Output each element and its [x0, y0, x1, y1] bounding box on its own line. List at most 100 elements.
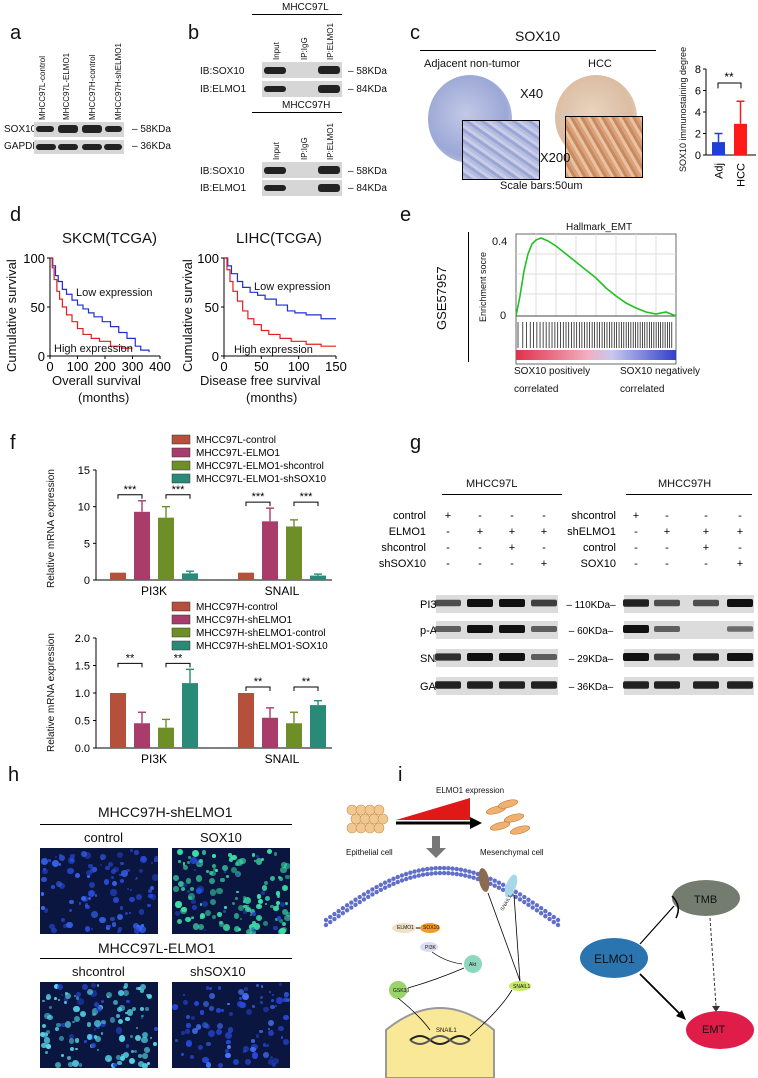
- cell-dot: [47, 996, 50, 999]
- g-band: [467, 653, 493, 661]
- cell-dot: [88, 890, 96, 898]
- cell-dot: [196, 1024, 202, 1030]
- cell-dot: [279, 877, 283, 881]
- cell-dot: [43, 1037, 51, 1044]
- g-left-cell: MHCC97L: [466, 478, 518, 490]
- panel-c-title: SOX10: [515, 28, 561, 44]
- g-band: [693, 681, 719, 689]
- cell-dot: [138, 987, 141, 991]
- cell-dot: [222, 865, 229, 872]
- cell-dot: [285, 874, 290, 879]
- membrane-dot: [349, 905, 354, 910]
- cell-dot: [257, 901, 261, 904]
- cell-dot: [53, 983, 60, 990]
- cell-dot: [266, 849, 272, 854]
- km-high-curve: [224, 257, 336, 347]
- cell-dot: [126, 887, 130, 891]
- cell-dot: [217, 1063, 223, 1068]
- cell-dot: [141, 924, 144, 928]
- cell-dot: [244, 897, 252, 905]
- cell-dot: [119, 906, 124, 910]
- cell-dot: [134, 927, 141, 934]
- cell-dot: [90, 867, 97, 874]
- f-legend-label: MHCC97H-control: [196, 602, 278, 613]
- cell-dot: [245, 1059, 251, 1066]
- cell-dot: [192, 849, 200, 857]
- cell-dot: [237, 988, 244, 995]
- cell-dot: [91, 928, 94, 931]
- cell-dot: [239, 918, 242, 921]
- cell-dot: [228, 853, 232, 857]
- km-xtick-label: 400: [149, 359, 171, 374]
- cell-dot: [75, 996, 80, 1000]
- panel-c-label: c: [410, 22, 420, 44]
- g-band: [654, 653, 680, 661]
- cell-dot: [58, 1036, 64, 1042]
- cell-dot: [48, 923, 55, 930]
- edge: [431, 951, 463, 965]
- g-mark: -: [446, 542, 450, 554]
- edge: [487, 892, 521, 982]
- membrane-dot: [492, 878, 497, 883]
- cell-dot: [185, 878, 192, 884]
- g-blot-bg: [436, 595, 558, 613]
- membrane-dot: [420, 867, 426, 872]
- membrane-dot: [340, 906, 346, 911]
- cell-dot: [202, 1021, 209, 1028]
- mesenchymal-cell: [503, 813, 525, 823]
- cell-dot: [96, 1049, 99, 1052]
- f-bar: [110, 572, 126, 580]
- cell-dot: [197, 923, 204, 930]
- cell-dot: [84, 1040, 87, 1043]
- band: [36, 144, 56, 150]
- membrane-dot: [458, 872, 464, 877]
- cell-dot: [273, 925, 278, 931]
- cell-dot: [242, 896, 247, 900]
- g-mark: -: [738, 510, 742, 522]
- cell-dot: [208, 994, 212, 998]
- dna: [409, 1035, 471, 1045]
- membrane-dot: [344, 903, 350, 908]
- g-band: [654, 626, 680, 632]
- cell-dot: [141, 1052, 148, 1059]
- cell-dot: [272, 1063, 277, 1067]
- cell-dot: [284, 993, 289, 998]
- membrane-dot: [513, 894, 519, 900]
- cell-dot: [126, 999, 130, 1004]
- cell-dot: [285, 911, 290, 918]
- cell-dot: [182, 861, 185, 864]
- cell-dot: [275, 900, 281, 905]
- cell-dot: [259, 1001, 263, 1005]
- membrane-dot: [425, 871, 430, 877]
- c-sig: **: [724, 70, 734, 84]
- cell-dot: [144, 1007, 150, 1012]
- f-ytick-label: 1.5: [75, 661, 90, 673]
- membrane-dot: [526, 897, 531, 902]
- cell-dot: [96, 984, 100, 987]
- cell-dot: [68, 1038, 74, 1044]
- cell-dot: [172, 874, 179, 881]
- cell-dot: [237, 1001, 243, 1007]
- km-ytick-label: 0: [38, 349, 45, 364]
- panel-e-label: e: [400, 204, 412, 226]
- membrane-dot: [378, 882, 384, 888]
- g-band: [623, 681, 649, 689]
- cell-dot: [211, 914, 217, 920]
- cell-dot: [78, 1063, 83, 1067]
- epithelial-cell: [364, 804, 376, 816]
- cell-dot: [94, 1019, 101, 1027]
- f-cat-label: SNAIL: [265, 584, 300, 598]
- cell-dot: [180, 1030, 186, 1035]
- membrane-dot: [387, 883, 392, 888]
- f-sig: ***: [124, 484, 138, 496]
- cell-dot: [134, 877, 137, 881]
- km-ytick-label: 50: [205, 300, 219, 315]
- cell-dot: [237, 904, 245, 911]
- cell-dot: [244, 986, 249, 991]
- elmo1-node: [580, 938, 648, 978]
- cell-dot: [75, 992, 81, 997]
- gsea-rank-bar: [516, 350, 676, 360]
- cell-dot: [255, 858, 263, 865]
- g-mark: +: [737, 526, 743, 538]
- km-xunit: (months): [78, 390, 130, 405]
